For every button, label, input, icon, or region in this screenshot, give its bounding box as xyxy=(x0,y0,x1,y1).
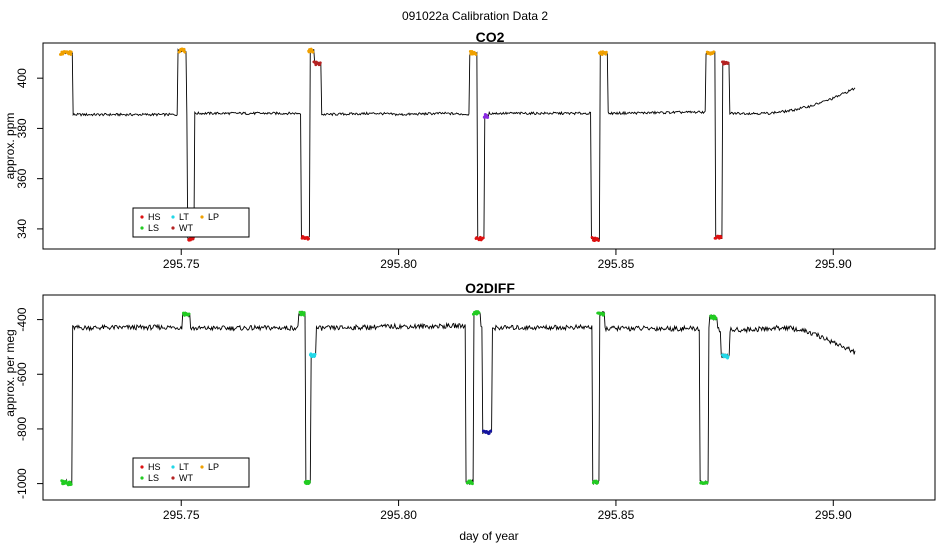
o2diff-calibration-point-ls xyxy=(602,312,606,316)
o2diff-plot-frame xyxy=(42,294,936,501)
o2diff-calibration-point-ls xyxy=(302,313,306,317)
o2diff-calibration-point-lt xyxy=(726,355,730,358)
o2diff-y-tick-label: -400 xyxy=(15,307,29,331)
co2-legend-label-hs: HS xyxy=(148,212,161,222)
o2diff-y-tick-label: -1000 xyxy=(15,468,29,499)
co2-x-tick-label: 295.85 xyxy=(598,257,635,271)
co2-y-tick-label: 380 xyxy=(15,118,29,138)
o2diff-legend-box xyxy=(132,457,250,488)
co2-plot-frame xyxy=(42,42,936,250)
co2-calibration-point-lp xyxy=(69,50,73,54)
co2-legend-label-lt: LT xyxy=(179,212,189,222)
co2-calibration-point-lp xyxy=(604,50,608,54)
o2diff-calibration-point-navy xyxy=(489,429,493,433)
o2diff-y-axis-label: approx. per meg xyxy=(3,329,17,416)
figure-title: 091022a Calibration Data 2 xyxy=(402,9,548,23)
co2-calibration-point-purple xyxy=(486,116,490,119)
co2-panel: CO2 approx. ppm 295.75 295.80 295.85 295.90… xyxy=(3,29,936,271)
o2diff-marks: 295.75 295.80 295.85 295.90 -1000 -800 -600 -40… xyxy=(15,307,856,522)
co2-legend-label-wt: WT xyxy=(179,223,193,233)
co2-legend-label-lp: LP xyxy=(208,212,219,222)
co2-calibration-point-lp xyxy=(69,53,73,56)
o2diff-legend-marker-lt xyxy=(171,465,175,469)
o2diff-x-tick-label: 295.75 xyxy=(163,508,200,522)
co2-calibration-point-lp xyxy=(311,50,315,54)
co2-x-tick-label: 295.90 xyxy=(815,257,852,271)
co2-calibration-point-lp xyxy=(712,50,716,54)
o2diff-legend-label-hs: HS xyxy=(148,462,161,472)
o2diff-legend-marker-ls xyxy=(140,476,144,480)
co2-calibration-point-hs xyxy=(719,236,723,239)
co2-y-tick-label: 360 xyxy=(15,168,29,188)
o2diff-panel-title: O2DIFF xyxy=(465,280,515,296)
co2-y-tick-label: 400 xyxy=(15,68,29,88)
o2diff-y-tick-label: -600 xyxy=(15,362,29,386)
co2-calibration-point-lp xyxy=(600,53,604,56)
co2-calibration-point-lp xyxy=(604,52,608,56)
o2diff-legend-label-lp: LP xyxy=(208,462,219,472)
co2-legend-marker-ls xyxy=(140,226,144,230)
o2diff-legend-marker-lp xyxy=(200,465,204,469)
co2-calibration-point-wt xyxy=(318,61,322,65)
co2-legend-marker-wt xyxy=(171,226,175,230)
co2-calibration-point-hs xyxy=(307,237,310,241)
o2diff-calibration-point-ls xyxy=(187,312,191,316)
o2diff-x-tick-label: 295.85 xyxy=(598,508,635,522)
o2diff-legend-label-wt: WT xyxy=(179,473,193,483)
o2diff-legend-label-ls: LS xyxy=(148,473,159,483)
co2-x-tick-label: 295.75 xyxy=(163,257,200,271)
co2-calibration-point-hs xyxy=(597,239,600,242)
co2-legend-marker-lt xyxy=(171,215,175,219)
co2-marks: 295.75 295.80 295.85 295.90 340 360 380 400 HSLS… xyxy=(15,47,856,271)
co2-calibration-point-wt xyxy=(726,61,730,65)
o2diff-panel: O2DIFF approx. per meg day of year 295.7… xyxy=(3,280,936,543)
co2-x-tick-label: 295.80 xyxy=(380,257,417,271)
o2diff-calibration-point-ls xyxy=(69,482,73,486)
o2diff-calibration-point-lt xyxy=(313,353,317,356)
co2-legend-marker-hs xyxy=(140,215,144,219)
o2diff-calibration-point-ls xyxy=(596,481,600,485)
co2-legend-marker-lp xyxy=(200,215,204,219)
o2diff-x-tick-label: 295.80 xyxy=(380,508,417,522)
o2diff-calibration-point-ls xyxy=(714,316,718,320)
co2-legend-box xyxy=(132,207,250,238)
o2diff-legend-label-lt: LT xyxy=(179,462,189,472)
co2-y-tick-label: 340 xyxy=(15,219,29,239)
co2-calibration-point-lp xyxy=(182,47,186,51)
co2-calibration-point-lp xyxy=(183,50,187,54)
o2diff-calibration-point-ls xyxy=(705,481,709,485)
o2diff-x-tick-label: 295.90 xyxy=(815,508,852,522)
o2diff-calibration-point-ls xyxy=(477,311,481,315)
co2-calibration-point-lp xyxy=(474,53,478,56)
co2-y-axis-label: approx. ppm xyxy=(3,113,17,180)
o2diff-calibration-point-ls xyxy=(302,311,306,314)
co2-panel-title: CO2 xyxy=(476,29,505,45)
o2diff-calibration-point-ls xyxy=(471,482,474,486)
co2-legend-label-ls: LS xyxy=(148,223,159,233)
co2-calibration-point-hs xyxy=(591,236,595,240)
o2diff-calibration-point-ls xyxy=(308,480,311,483)
o2diff-y-tick-label: -800 xyxy=(15,417,29,441)
co2-calibration-point-hs xyxy=(481,236,485,240)
o2diff-legend-marker-hs xyxy=(140,465,144,469)
o2diff-legend-marker-wt xyxy=(171,476,175,480)
x-axis-label: day of year xyxy=(459,529,518,543)
